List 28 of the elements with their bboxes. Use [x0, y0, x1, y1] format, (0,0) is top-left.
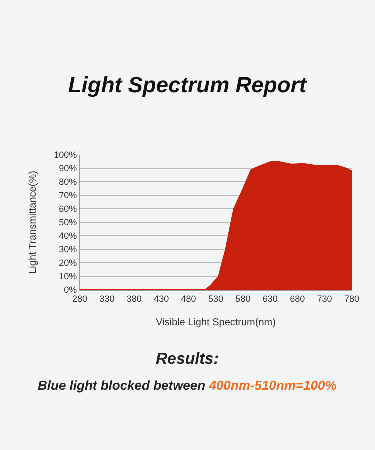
x-tick-label: 280	[72, 294, 88, 304]
x-tick-label: 430	[154, 294, 170, 304]
y-tick-label: 50%	[59, 218, 78, 228]
y-tick-label: 30%	[59, 244, 78, 255]
y-tick-label: 10%	[59, 272, 78, 282]
text: Blue light blocked between	[38, 378, 206, 393]
x-tick-label: 730	[317, 294, 332, 304]
x-tick-label: 680	[290, 294, 306, 304]
x-tick-label: 580	[236, 294, 251, 304]
y-tick-label: 40%	[59, 231, 78, 242]
x-axis-title: Visible Light Spectrum(nm)	[156, 317, 276, 328]
y-tick-label: 90%	[59, 164, 78, 174]
y-tick-label: 80%	[59, 177, 78, 188]
chart-title: Light Spectrum Report	[68, 72, 308, 98]
text: 400nm-510nm=100%	[208, 378, 338, 393]
y-tick-label: 0%	[64, 285, 78, 296]
y-tick-label: 20%	[59, 258, 78, 268]
y-tick-label: 70%	[59, 190, 78, 201]
x-tick-label: 630	[262, 294, 278, 304]
x-tick-label: 330	[100, 294, 115, 304]
text: Results:	[156, 351, 220, 368]
x-tick-label: 380	[126, 294, 142, 304]
y-axis-title: Light Transmittance(%)	[28, 171, 40, 274]
x-tick-label: 780	[344, 294, 360, 304]
x-tick-label: 530	[208, 294, 224, 304]
y-tick-label: 60%	[59, 204, 78, 214]
y-tick-label: 100%	[54, 150, 78, 160]
x-tick-label: 480	[181, 294, 196, 304]
